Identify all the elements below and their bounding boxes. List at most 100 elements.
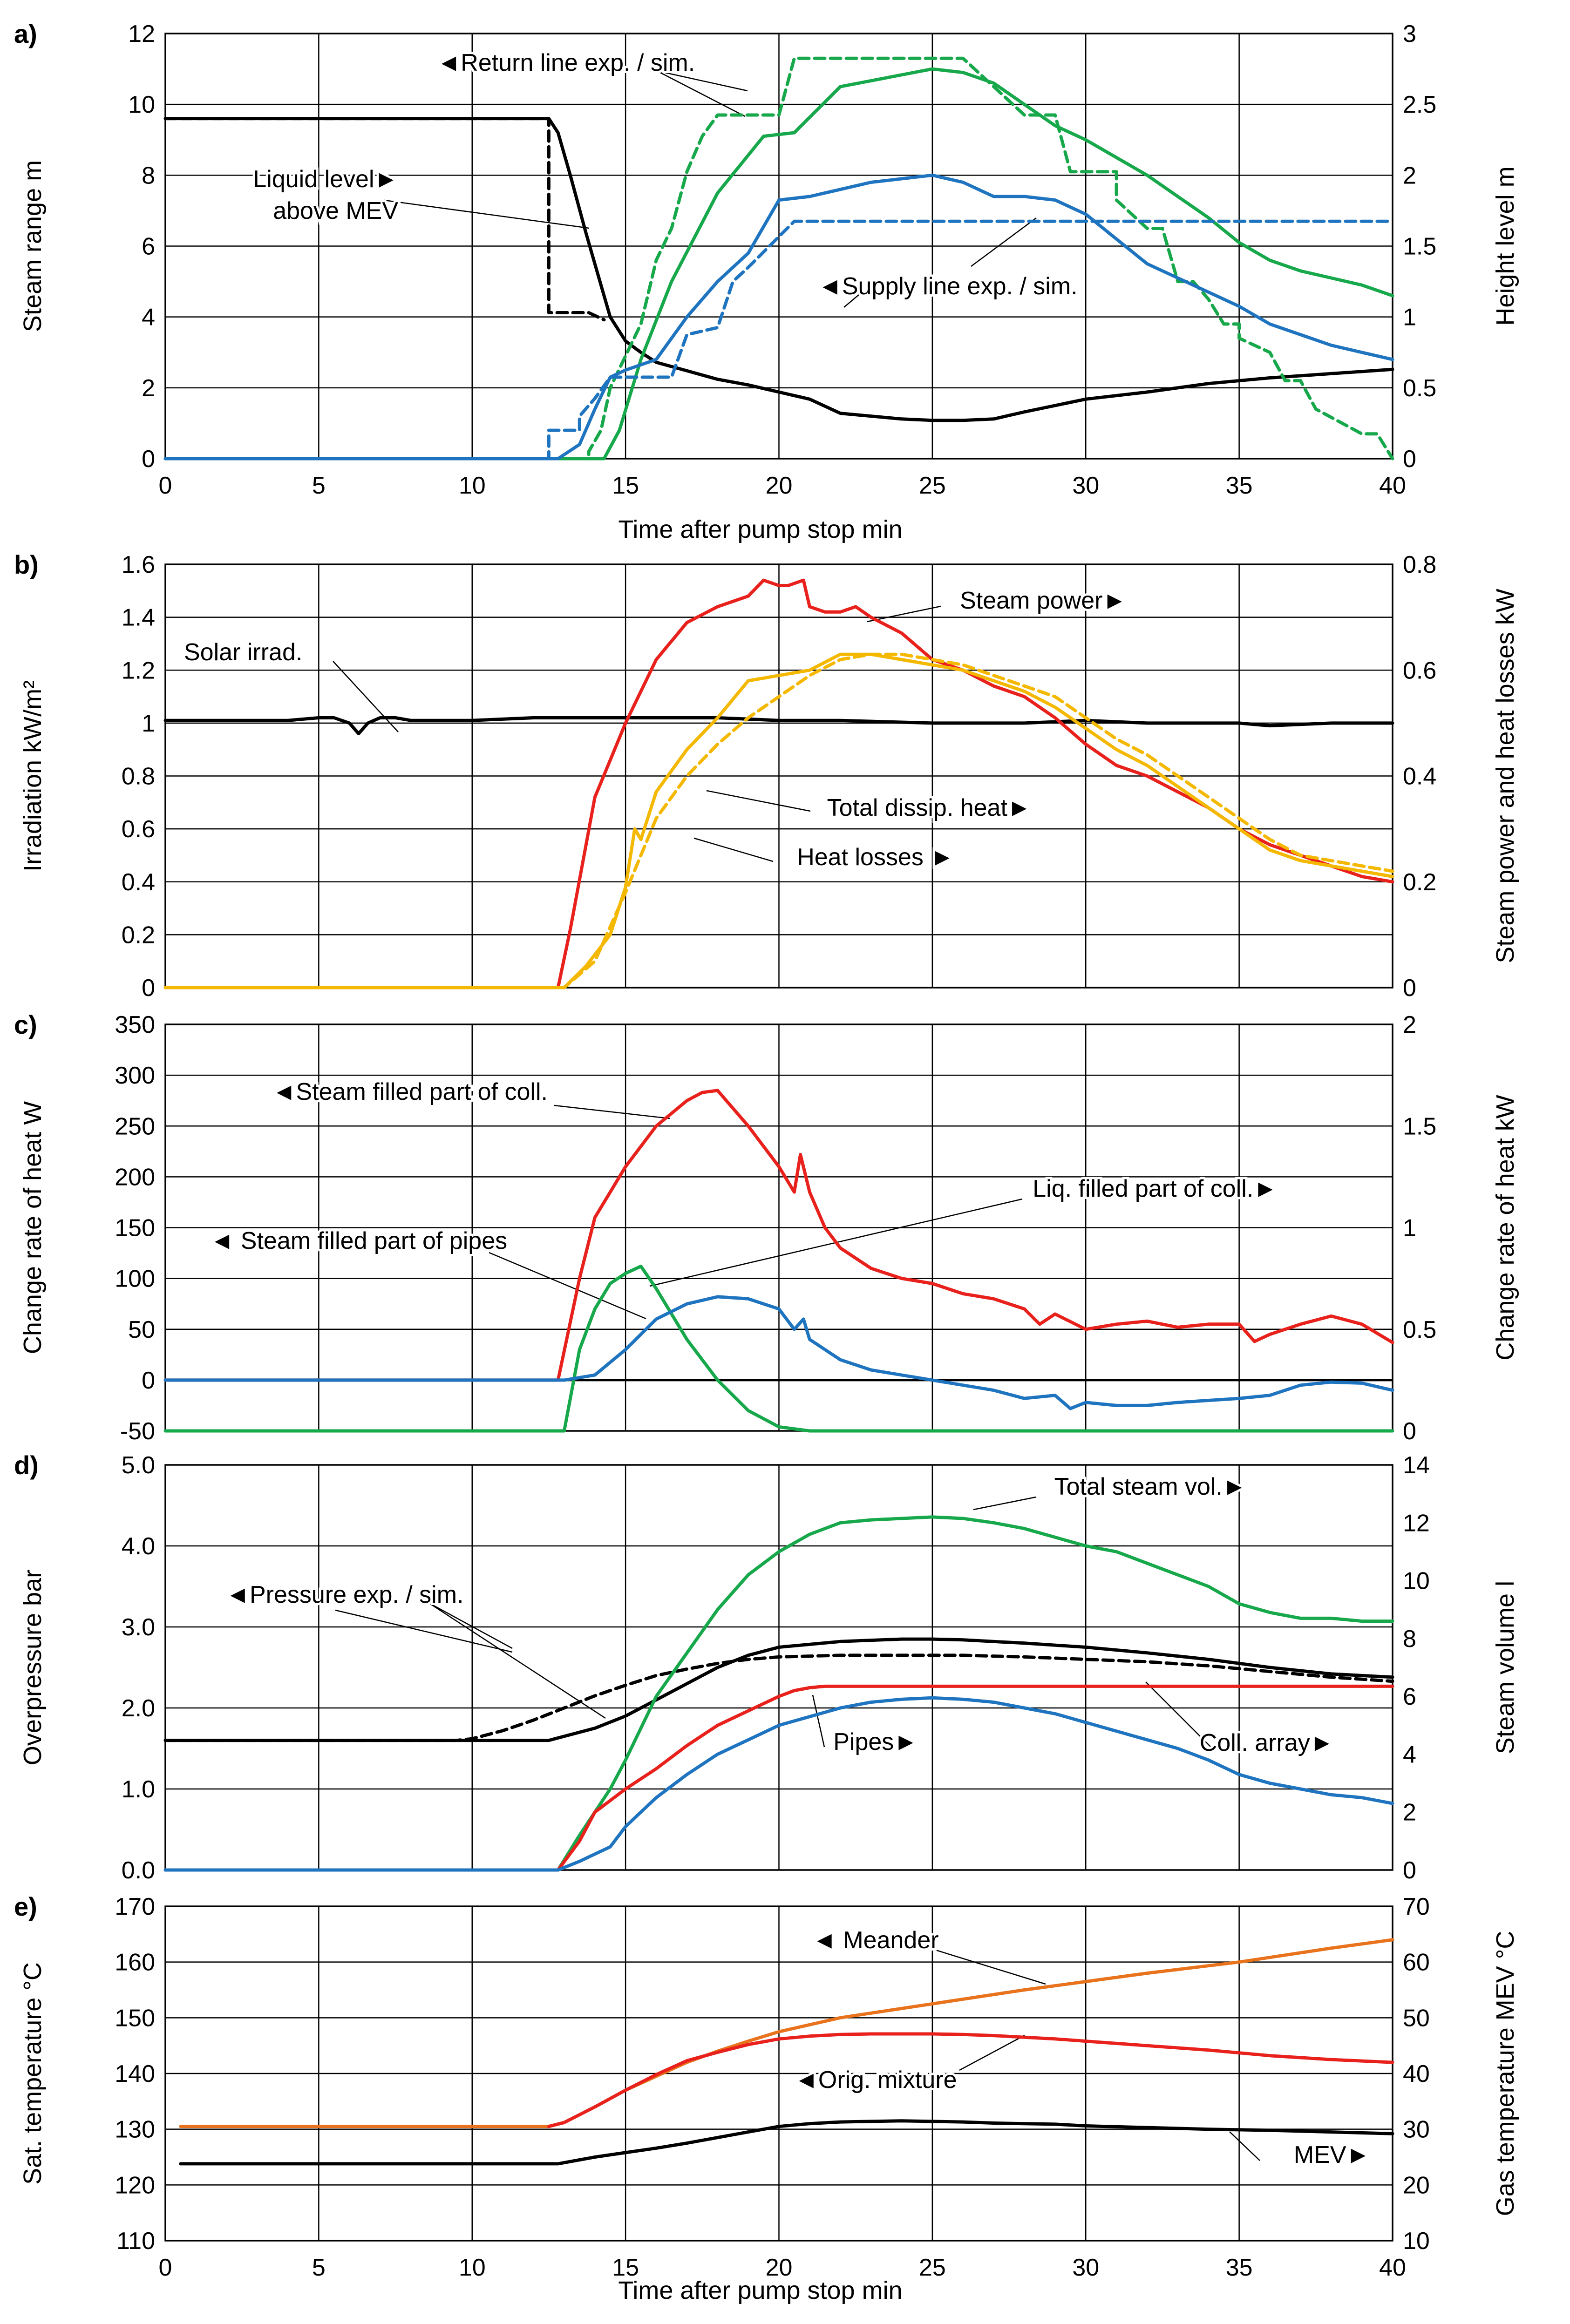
y-tick-label: 2 [142,375,155,402]
series-line-a-5 [163,219,1394,461]
panel-label: d) [14,1450,39,1480]
annotation-label: Heat losses ► [797,844,954,871]
series-line-e-0 [179,1938,1394,2128]
y2-tick-label: 1 [1403,304,1416,331]
annotation-leader [656,70,746,117]
y2-tick-label: 4 [1403,1741,1416,1768]
y-tick-label: 10 [128,91,155,118]
x-tick-label: 0 [159,472,172,499]
panel-c: -50 0 50 100 150 200 250 300 350 0 0.5 1 1.5 2 c) Chang… [14,1010,1519,1445]
y-tick-label: 0.4 [122,869,155,896]
annotation-label: Pipes► [833,1728,918,1755]
y2-tick-label: 0.5 [1403,375,1436,402]
annotation-label: Total steam vol.► [1054,1473,1247,1500]
y2-tick-label: 3 [1403,20,1416,47]
y2-tick-label: 14 [1403,1452,1430,1479]
y2-tick-label: 1 [1403,1215,1416,1242]
annotation-leader [554,1104,670,1119]
x-tick-label: 0 [159,2254,172,2281]
annotation-label: ◄ Steam filled part of pipes [210,1227,507,1254]
x-tick-label: 10 [459,472,486,499]
y-tick-label: 110 [116,2228,155,2255]
y-tick-label: 2.0 [122,1695,155,1722]
y-tick-label: 0.0 [122,1857,155,1884]
plot-frame [164,563,1393,989]
y-tick-label: 300 [115,1062,155,1089]
series-line-e-2 [179,2119,1394,2166]
y-tick-label: 0.6 [122,816,155,843]
annotation-label: Solar irrad. [184,639,302,666]
y2-tick-label: 6 [1403,1683,1416,1710]
y-tick-label: 1.2 [122,657,155,684]
panel-label: a) [14,19,37,48]
annotation-leader [489,1252,646,1320]
series-line-d-3 [163,1684,1394,1872]
y-tick-label: 150 [115,1215,155,1242]
series-line-b-3 [163,652,1394,989]
annotation-leader [973,1496,1037,1511]
y2-tick-label: 0.2 [1403,869,1436,896]
x-tick-label: 10 [459,2254,486,2281]
y2-tick-label: 12 [1403,1510,1430,1537]
annotation-leader [959,2034,1025,2071]
annotation-leader [335,1609,513,1653]
series-line-a-4 [163,173,1394,461]
plot-frame [164,1023,1393,1432]
annotation-leader [1145,1681,1211,1748]
y-tick-label: 160 [115,1949,155,1976]
panel-label: e) [14,1892,37,1921]
y2-tick-label: 0.4 [1403,763,1436,790]
annotation-leader [812,1694,825,1748]
series-line-b-2 [163,652,1394,989]
annotation-leader [1229,2131,1260,2161]
y-tick-label: 140 [115,2060,155,2087]
y-axis-label: Steam range m [19,160,47,332]
annotation-label: Steam power► [960,587,1127,614]
series-line-c-2 [163,1295,1394,1410]
x-tick-label: 40 [1379,472,1406,499]
y2-tick-label: 0 [1403,975,1416,1002]
x-tick-label: 15 [612,472,639,499]
annotation-leader [428,1602,606,1719]
annotation-label: ◄Orig. mixture [794,2067,957,2094]
y-tick-label: 12 [128,20,155,47]
y2-tick-label: 1.5 [1403,233,1436,260]
y2-tick-label: 0 [1403,1857,1416,1884]
annotation-label: Total dissip. heat► [827,794,1032,821]
series-line-d-2 [163,1515,1394,1872]
x-axis-label: Time after pump stop min [618,2277,902,2304]
series-line-d-0 [163,1637,1394,1742]
y-tick-label: -50 [120,1418,155,1445]
y-tick-label: 100 [115,1266,155,1293]
y-tick-label: 1.4 [122,604,155,631]
y2-axis-label: Gas temperature MEV °C [1491,1931,1519,2216]
annotation-leader [706,790,811,812]
y2-tick-label: 10 [1403,2228,1430,2255]
annotation-label: ◄Steam filled part of coll. [272,1078,548,1105]
y2-tick-label: 2.5 [1403,91,1436,118]
series-line-d-1 [163,1653,1394,1742]
plot-frame [164,33,1393,460]
x-tick-label: 35 [1226,2254,1253,2281]
annotation-leader [333,661,399,732]
y2-tick-label: 30 [1403,2116,1430,2143]
series-line-a-1 [163,117,606,322]
panel-label: b) [14,550,39,579]
y-tick-label: 0.8 [122,763,155,790]
series-line-a-3 [163,56,1394,461]
x-tick-label: 25 [919,2254,946,2281]
y-tick-label: 0 [142,446,155,473]
y-tick-label: 0 [142,975,155,1002]
y-tick-label: 1.0 [122,1776,155,1803]
x-tick-label: 40 [1379,2254,1406,2281]
y-tick-label: 3.0 [122,1614,155,1641]
x-tick-label: 30 [1072,472,1099,499]
y-tick-label: 6 [142,233,155,260]
panel-label: c) [14,1010,37,1039]
annotation-label: Liq. filled part of coll.► [1033,1175,1277,1202]
y2-tick-label: 70 [1403,1893,1430,1920]
y2-tick-label: 20 [1403,2172,1430,2199]
annotation-label: ◄ Meander [812,1927,938,1954]
annotation-leader [693,837,774,862]
